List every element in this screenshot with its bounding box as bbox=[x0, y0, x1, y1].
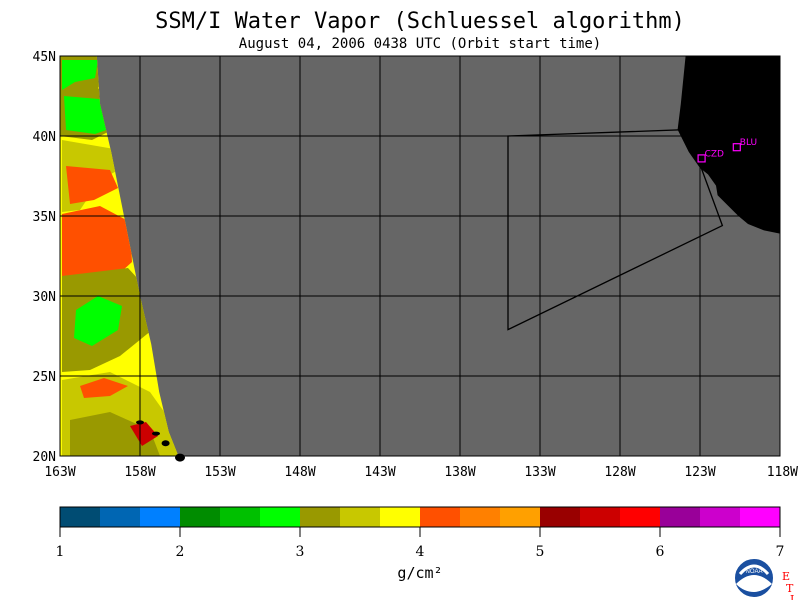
lon-tick-label: 148W bbox=[284, 465, 315, 480]
noaa-logo: NOAA bbox=[733, 557, 775, 599]
colorbar-swatch bbox=[540, 507, 581, 527]
colorbar-tick-label: 6 bbox=[656, 544, 665, 560]
lon-tick-label: 163W bbox=[44, 465, 75, 480]
colorbar-swatch bbox=[700, 507, 741, 527]
colorbar-swatch bbox=[180, 507, 221, 527]
island bbox=[161, 440, 170, 447]
colorbar bbox=[59, 506, 781, 528]
station-marker bbox=[732, 143, 741, 152]
colorbar-tick-label: 2 bbox=[176, 544, 185, 560]
colorbar-tick-label: 7 bbox=[776, 544, 785, 560]
lon-tick-label: 123W bbox=[684, 465, 715, 480]
lat-tick-label: 45N bbox=[33, 50, 56, 65]
colorbar-swatch bbox=[460, 507, 501, 527]
lat-tick-label: 35N bbox=[33, 210, 56, 225]
land-mass bbox=[677, 56, 780, 234]
station-czd: CZD bbox=[697, 149, 724, 163]
colorbar-swatch bbox=[740, 507, 781, 527]
island bbox=[152, 431, 160, 436]
lon-tick-label: 143W bbox=[364, 465, 395, 480]
figure-subtitle: August 04, 2006 0438 UTC (Orbit start ti… bbox=[239, 36, 601, 52]
logo-letter-e: E bbox=[782, 570, 790, 583]
lat-tick-label: 40N bbox=[33, 130, 56, 145]
colorbar-swatch bbox=[500, 507, 541, 527]
no-data-area bbox=[60, 56, 780, 456]
station-marker bbox=[697, 154, 706, 163]
colorbar-swatch bbox=[580, 507, 621, 527]
longitude-tick-labels: 163W 158W 153W 148W 143W 138W 133W 128W 123W 118W bbox=[44, 465, 798, 480]
lat-tick-label: 30N bbox=[33, 290, 56, 305]
colorbar-swatch bbox=[260, 507, 301, 527]
colorbar-swatch bbox=[60, 507, 101, 527]
colorbar-swatch bbox=[380, 507, 421, 527]
island bbox=[175, 453, 185, 462]
map-area: CZD BLU bbox=[59, 55, 781, 462]
lat-tick-label: 20N bbox=[33, 450, 56, 465]
colorbar-swatch bbox=[620, 507, 661, 527]
colorbar-swatch bbox=[140, 507, 181, 527]
region-outline bbox=[507, 128, 724, 331]
station-blu: BLU bbox=[732, 138, 757, 152]
station-label: BLU bbox=[740, 138, 757, 148]
colorbar-tick-label: 4 bbox=[416, 544, 425, 560]
colorbar-swatch bbox=[420, 507, 461, 527]
figure-title: SSM/I Water Vapor (Schluessel algorithm) bbox=[155, 9, 685, 34]
colorbar-unit-label: g/cm² bbox=[397, 564, 442, 582]
lon-tick-label: 118W bbox=[767, 465, 798, 480]
logo-letter-l: L bbox=[790, 593, 798, 600]
colorbar-tick-label: 3 bbox=[296, 544, 305, 560]
colorbar-swatch bbox=[300, 507, 341, 527]
colorbar-swatch bbox=[220, 507, 261, 527]
colorbar-tick-labels: 1 2 3 4 5 6 7 bbox=[56, 527, 785, 560]
logo-letter-t: T bbox=[786, 582, 794, 595]
station-label: CZD bbox=[705, 149, 724, 159]
colorbar-tick-label: 5 bbox=[536, 544, 545, 560]
lon-tick-label: 133W bbox=[524, 465, 555, 480]
colorbar-swatch bbox=[340, 507, 381, 527]
lon-tick-label: 153W bbox=[204, 465, 235, 480]
lon-tick-label: 128W bbox=[604, 465, 635, 480]
latitude-tick-labels: 45N 40N 35N 30N 25N 20N bbox=[33, 50, 56, 465]
noaa-logo-text: NOAA bbox=[745, 569, 762, 575]
colorbar-swatch bbox=[100, 507, 141, 527]
lon-tick-label: 138W bbox=[444, 465, 475, 480]
colorbar-tick-label: 1 bbox=[56, 544, 65, 560]
map-frame bbox=[59, 55, 781, 457]
lat-tick-label: 25N bbox=[33, 370, 56, 385]
colorbar-swatch bbox=[660, 507, 701, 527]
lon-tick-label: 158W bbox=[124, 465, 155, 480]
